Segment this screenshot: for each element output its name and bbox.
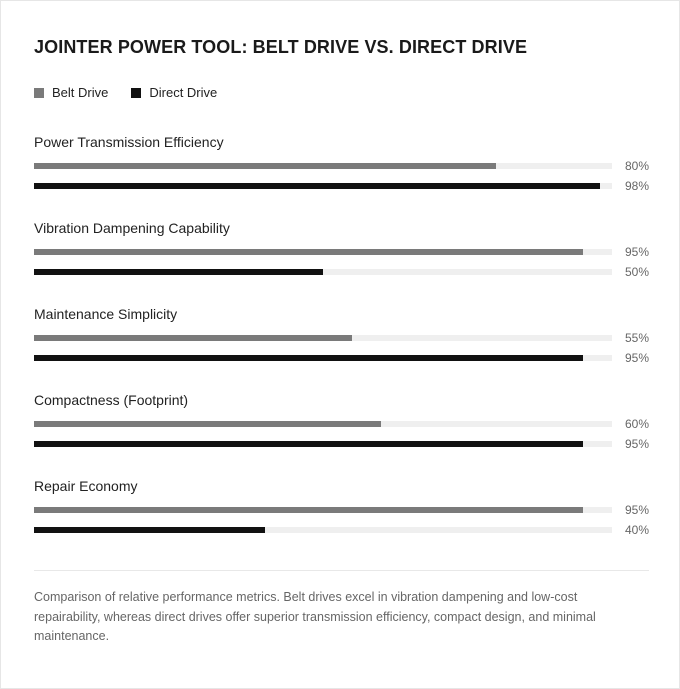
value-label-belt-drive: 95% xyxy=(625,245,650,259)
bar-group-maintenance-simplicity: Maintenance Simplicity 55% 95% xyxy=(34,306,649,376)
value-label-direct-drive: 98% xyxy=(625,179,650,193)
category-label: Maintenance Simplicity xyxy=(34,306,178,322)
chart-title: JOINTER POWER TOOL: BELT DRIVE VS. DIREC… xyxy=(34,37,528,57)
bar-group-repair-economy: Repair Economy 95% 40% xyxy=(34,478,649,548)
bar-direct-drive xyxy=(34,527,266,533)
bar-track xyxy=(34,421,612,427)
category-label: Compactness (Footprint) xyxy=(34,392,189,408)
value-label-belt-drive: 55% xyxy=(625,331,650,345)
bar-direct-drive xyxy=(34,355,584,361)
bar-direct-drive xyxy=(34,183,601,189)
bar-direct-drive xyxy=(34,269,323,275)
category-label: Repair Economy xyxy=(34,478,138,494)
bar-group-compactness-footprint: Compactness (Footprint) 60% 95% xyxy=(34,392,649,462)
bar-track xyxy=(34,507,612,513)
chart-caption: Comparison of relative performance metri… xyxy=(34,590,596,643)
bar-belt-drive xyxy=(34,421,381,427)
value-label-belt-drive: 80% xyxy=(625,159,650,173)
legend-label-belt-drive: Belt Drive xyxy=(52,85,109,100)
bar-belt-drive xyxy=(34,163,497,169)
value-label-belt-drive: 60% xyxy=(625,417,650,431)
bar-track xyxy=(34,249,612,255)
bar-direct-drive xyxy=(34,441,584,447)
bar-track xyxy=(34,527,612,533)
value-label-direct-drive: 95% xyxy=(625,437,650,451)
legend-label-direct-drive: Direct Drive xyxy=(149,85,218,100)
bar-track xyxy=(34,441,612,447)
value-label-belt-drive: 95% xyxy=(625,503,650,517)
value-label-direct-drive: 95% xyxy=(625,351,650,365)
bar-group-vibration-dampening-capability: Vibration Dampening Capability 95% 50% xyxy=(34,220,649,290)
category-label: Vibration Dampening Capability xyxy=(34,220,230,236)
bar-track xyxy=(34,269,612,275)
legend-item-direct-drive: Direct Drive xyxy=(131,85,217,100)
category-label: Power Transmission Efficiency xyxy=(34,134,224,150)
bar-track xyxy=(34,163,612,169)
legend: Belt Drive Direct Drive xyxy=(34,85,240,100)
legend-swatch-direct-drive xyxy=(131,87,142,98)
bar-track xyxy=(34,335,612,341)
divider xyxy=(34,570,649,571)
bar-belt-drive xyxy=(34,507,584,513)
bar-belt-drive xyxy=(34,335,352,341)
bar-track xyxy=(34,183,612,189)
value-label-direct-drive: 50% xyxy=(625,265,650,279)
bar-group-power-transmission-efficiency: Power Transmission Efficiency 80% 98% xyxy=(34,134,649,204)
bar-track xyxy=(34,355,612,361)
legend-swatch-belt-drive xyxy=(34,87,44,98)
legend-item-belt-drive: Belt Drive xyxy=(34,85,108,100)
value-label-direct-drive: 40% xyxy=(625,523,650,537)
bar-belt-drive xyxy=(34,249,584,255)
